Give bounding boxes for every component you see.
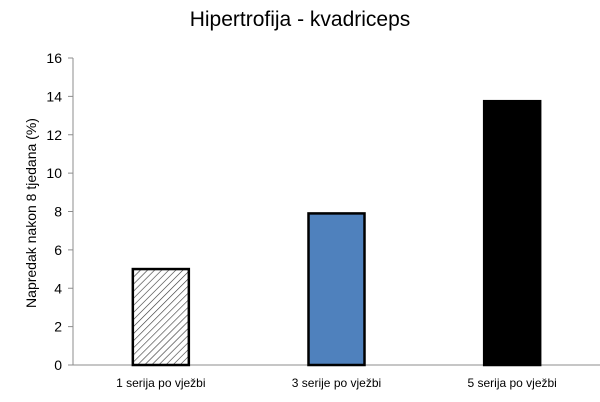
y-tick-label: 6 <box>54 242 62 258</box>
bar-1 <box>131 267 191 367</box>
x-tick-label: 3 serije po vježbi <box>292 376 381 390</box>
y-tick-label: 10 <box>46 165 62 181</box>
y-tick-label: 14 <box>46 88 62 104</box>
x-tick-label: 1 serija po vježbi <box>116 376 205 390</box>
y-tick-label: 12 <box>46 127 62 143</box>
y-tick-label: 8 <box>54 204 62 220</box>
y-tick-label: 4 <box>54 280 62 296</box>
x-tick-label: 5 serija po vježbi <box>467 376 556 390</box>
bar-2 <box>307 212 366 367</box>
bar-3 <box>482 99 542 367</box>
y-tick-label: 0 <box>54 357 62 373</box>
y-tick-label: 2 <box>54 319 62 335</box>
y-tick-label: 16 <box>46 50 62 66</box>
chart-title: Hipertrofija - kvadriceps <box>189 8 411 31</box>
